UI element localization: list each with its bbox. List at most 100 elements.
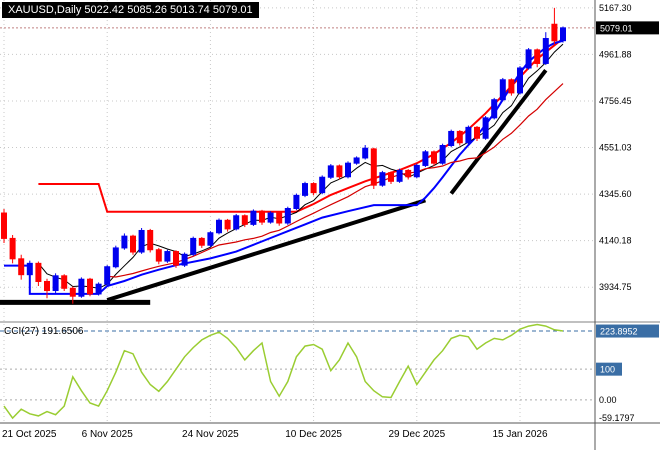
candle-body [95,283,102,295]
candle-body [155,249,162,262]
candle-body [517,67,523,94]
candle-body [310,183,317,194]
price-axis-label: 3934.75 [599,282,632,292]
candle-body [499,79,506,101]
candle-body [448,130,455,146]
candle-body [439,144,446,164]
candle-body [353,157,360,164]
candle-body [164,251,171,262]
candle-body [362,147,369,159]
time-axis-label: 10 Dec 2025 [285,429,342,440]
candle-body [482,117,489,139]
candle-body [9,237,16,260]
cci-level-label: -59.1797 [599,413,635,423]
time-axis-label: 15 Jan 2026 [492,429,547,440]
time-axis-label: 6 Nov 2025 [82,429,134,440]
candle-body [293,194,300,209]
cci-indicator-label: CCI(27) 191.6506 [4,326,84,337]
candle-body [44,280,50,292]
time-axis-label: 21 Oct 2025 [2,429,57,440]
price-axis-label: 5167.30 [599,3,632,13]
candle-body [388,172,394,182]
candle-body [78,278,85,297]
cci-level-label: 0.00 [599,395,617,405]
time-axis[interactable] [0,423,660,450]
candle-body [560,27,566,42]
candle-body [241,215,248,225]
time-axis-labels: 21 Oct 2025 6 Nov 2025 24 Nov 2025 10 Dec 2… [2,429,548,440]
cci-current-value: 223.8952 [600,327,638,337]
candle-body [190,237,197,255]
candle-body [525,49,532,69]
price-axis-labels: 5167.30 4961.88 4756.45 4551.03 4345.60 4140.… [599,3,632,292]
candles [1,7,566,304]
time-axis-label: 24 Nov 2025 [182,429,239,440]
candle-body [284,207,291,224]
candle-body [551,23,558,42]
candle-body [61,275,68,289]
candle-body [474,126,480,139]
candle-body [69,287,76,297]
candle-body [87,278,93,295]
candle-body [508,79,515,94]
trendlines [0,69,548,305]
cci-line [3,323,564,420]
candle-body [147,229,154,251]
candle-body [319,176,326,194]
candle-body [26,262,33,276]
time-axis-label: 29 Dec 2025 [388,429,445,440]
candle-body [198,237,205,246]
cci-value-box: 223.8952 [596,324,659,338]
candle-body [405,169,412,178]
candle-body [396,169,403,182]
candle-body [1,212,7,239]
candle-body [370,148,377,186]
price-axis-label: 4961.88 [599,49,632,59]
main-plot-area[interactable] [0,0,595,322]
price-axis-label: 4551.03 [599,143,632,153]
candle-body [216,219,222,234]
candle-body [207,232,214,246]
candle-body [422,151,429,166]
candle-body [431,151,437,164]
price-axis-label: 4756.45 [599,96,632,106]
price-axis[interactable] [595,0,660,423]
candle-body [104,266,111,285]
candle-body [233,215,240,230]
price-axis-label: 4140.18 [599,236,632,246]
candle-body [121,235,128,249]
symbol-quote-header: XAUUSD,Daily 5022.42 5085.26 5013.74 507… [2,2,259,18]
candle-body [379,172,386,186]
candle-body [181,253,188,266]
candle-body [456,130,463,144]
candle-body [276,212,283,224]
candle-body [130,235,136,253]
cci-level-label: 100 [600,365,615,375]
candle-body [302,183,308,196]
candle-body [327,165,334,178]
candle-body [267,212,274,223]
candle-body [413,164,420,178]
cci-100-box: 100 [596,362,622,376]
current-price-label: 5079.01 [600,23,633,33]
candle-body [534,49,541,64]
candle-body [259,210,265,223]
cci-levels [0,330,595,401]
candle-body [224,219,231,230]
candle-body [491,99,498,119]
candle-body [35,262,42,282]
grid [0,0,595,423]
candle-body [138,229,145,253]
price-axis-label: 4345.60 [599,189,632,199]
candle-body [18,258,25,276]
candle-body [465,126,472,144]
candle-body [345,162,351,178]
candle-body [112,247,119,268]
candle-body [542,38,549,64]
candle-body [52,275,59,292]
candle-body [336,165,343,178]
candle-body [250,210,257,225]
price-box: 5079.01 [596,21,659,35]
